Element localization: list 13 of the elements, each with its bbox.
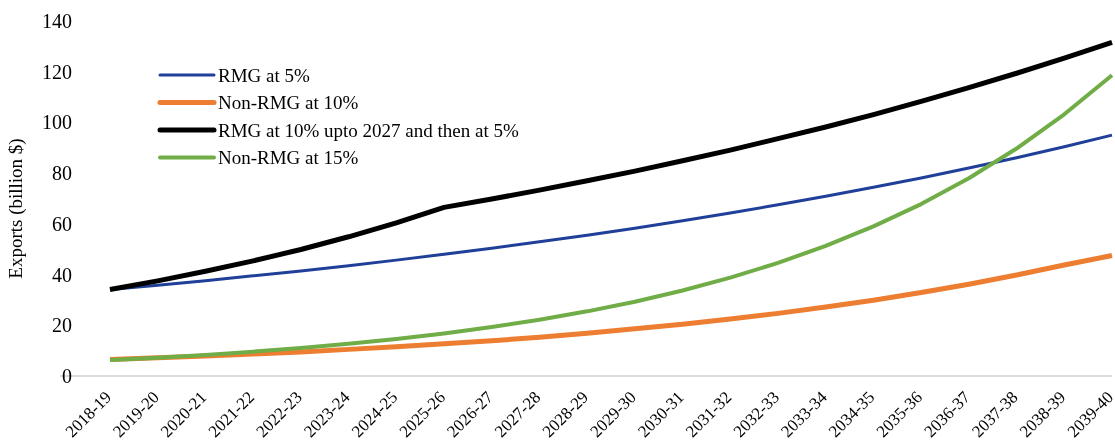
legend-label: Non-RMG at 15%	[218, 147, 359, 169]
y-tick-label: 140	[42, 10, 72, 32]
legend-label: RMG at 10% upto 2027 and then at 5%	[218, 119, 519, 141]
y-tick-label: 120	[42, 60, 72, 83]
y-tick-label: 0	[62, 365, 72, 387]
y-tick-label: 20	[52, 314, 72, 337]
y-axis-title: Exports (billion $)	[5, 138, 27, 279]
y-tick-label: 60	[52, 212, 72, 235]
legend-label: RMG at 5%	[218, 64, 310, 86]
y-tick-label: 40	[52, 263, 72, 286]
y-tick-label: 80	[52, 162, 72, 185]
legend-label: Non-RMG at 10%	[218, 92, 359, 114]
y-tick-label: 100	[42, 111, 72, 134]
